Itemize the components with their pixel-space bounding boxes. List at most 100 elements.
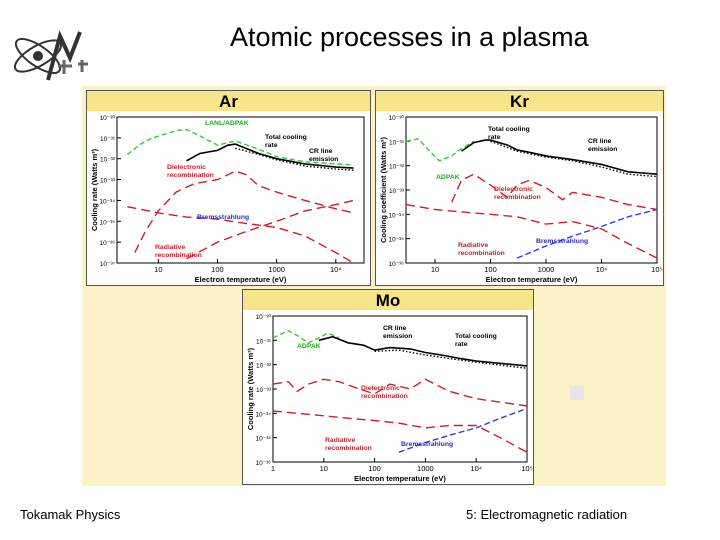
y-tick-label: 10⁻³⁴: [99, 198, 115, 205]
y-tick-label: 10⁻³⁴: [255, 411, 271, 418]
chart-panel-kr: Kr 10⁻³⁰ 10⁻³¹ 10⁻³² 10⁻³³ 10⁻³⁴ 10⁻³⁵ 10⁻³⁶ 10 1…: [375, 90, 664, 286]
y-tick-label: 10⁻³¹: [389, 139, 405, 146]
annotation-label: ADPAK: [436, 174, 460, 181]
y-tick-label: 10⁻³⁶: [255, 460, 271, 467]
chart-title-bar: [243, 290, 533, 310]
x-tick-label: 10⁴: [470, 464, 482, 473]
series-line-cr-line-emission: [490, 140, 658, 178]
chart-panel-ar: Ar 10⁻³⁰ 10⁻³¹ 10⁻³² 10⁻³³ 10⁻³⁴ 10⁻³⁵ 10⁻³⁶ 10⁻…: [86, 90, 371, 286]
annotation-label: Dielectronic: [167, 164, 206, 171]
x-axis-label: Electron temperature (eV): [354, 474, 446, 483]
y-tick-label: 10⁻³⁶: [99, 240, 115, 247]
series-line-dielectronic-recombination: [134, 170, 354, 253]
y-tick-label: 10⁻³⁶: [388, 261, 404, 268]
y-tick-label: 10⁻³³: [389, 188, 405, 195]
slide-title: Atomic processes in a plasma: [230, 22, 589, 52]
annotation-label: Bremsstrahlung: [197, 214, 249, 221]
series-line-cr-line-emission: [235, 147, 354, 171]
y-tick-label: 10⁻³⁷: [100, 261, 116, 268]
annotation-label: Total cooling: [265, 134, 307, 141]
y-tick-label: 10⁻³³: [256, 387, 272, 394]
series-line-adpak: [272, 329, 340, 344]
chart-panel-mo: Mo 10⁻³⁰ 10⁻³¹ 10⁻³² 10⁻³³ 10⁻³⁴ 10⁻³⁵ 10⁻³⁶ 1 10…: [242, 289, 534, 485]
x-tick-label: 10: [431, 265, 439, 274]
x-tick-label: 1000: [538, 265, 555, 274]
x-tick-label: 10⁵: [651, 265, 662, 274]
cooling-rate-figure: Ar 10⁻³⁰ 10⁻³¹ 10⁻³² 10⁻³³ 10⁻³⁴ 10⁻³⁵ 10⁻³⁶ 10⁻…: [82, 86, 666, 486]
annotation-label: CR line: [309, 148, 333, 155]
annotation-label: recombination: [155, 252, 202, 259]
series-line-bremsstrahlung: [398, 407, 528, 453]
y-tick-label: 10⁻³⁵: [99, 219, 115, 226]
annotation-label: emission: [383, 333, 412, 340]
y-tick-label: 10⁻³²: [389, 164, 405, 171]
x-tick-label: 10⁴: [596, 265, 608, 274]
annotation-label: ADPAK: [297, 343, 321, 350]
x-tick-label: 10: [154, 265, 162, 274]
annotation-label: Bremsstrahlung: [536, 238, 588, 245]
x-tick-label: 10⁴: [330, 265, 342, 274]
annotation-label: Radiative: [325, 437, 355, 444]
series-line-dielectronic-recombination: [451, 173, 658, 211]
series-line-radiative-recombination: [405, 203, 658, 259]
annotation-label: LANL/ADPAK: [205, 120, 249, 127]
annotation-label: emission: [309, 156, 338, 163]
chart-title-bar: [376, 91, 663, 111]
y-tick-label: 10⁻³²: [100, 157, 116, 164]
annotation-label: Dielectronic: [361, 385, 400, 392]
x-tick-label: 10⁵: [521, 464, 532, 473]
annotation-label: rate: [265, 142, 278, 149]
y-axis-label: Cooling coefficient (Watts m³): [379, 137, 388, 243]
y-tick-label: 10⁻³⁰: [100, 114, 116, 122]
y-axis-label: Cooling rate (Watts m³): [90, 148, 99, 231]
series-line-radiative-recombination: [127, 206, 354, 264]
annotation-label: emission: [588, 146, 617, 153]
x-tick-label: 1: [271, 464, 275, 473]
chart-title: Kr: [510, 92, 529, 111]
series-line-bremsstrahlung: [186, 199, 354, 260]
series-line-radiative-recombination: [272, 410, 528, 453]
annotation-label: Bremsstrahlung: [401, 441, 453, 448]
series-line-bremsstrahlung: [516, 208, 658, 259]
y-tick-label: 10⁻³²: [256, 363, 272, 370]
annotation-label: Dielectronic: [494, 186, 533, 193]
annotation-label: rate: [455, 341, 468, 348]
x-axis-label: Electron temperature (eV): [195, 275, 287, 284]
series-line-total-cooling-rate: [461, 139, 658, 175]
x-tick-label: 100: [484, 265, 497, 274]
annotation-label: rate: [488, 134, 501, 141]
decorative-square: [570, 386, 584, 400]
chart-title: Ar: [219, 92, 238, 111]
annotation-label: recombination: [361, 393, 408, 400]
y-tick-label: 10⁻³⁰: [256, 313, 272, 321]
y-tick-label: 10⁻³⁵: [388, 237, 404, 244]
footer-right: 5: Electromagnetic radiation: [466, 507, 628, 522]
series-line-total-cooling-rate: [186, 143, 354, 169]
x-axis-label: Electron temperature (eV): [486, 275, 578, 284]
y-tick-label: 10⁻³⁴: [388, 212, 404, 219]
annotation-label: Total cooling: [488, 126, 530, 133]
y-tick-label: 10⁻³¹: [100, 136, 116, 143]
footer-left: Tokamak Physics: [20, 507, 121, 522]
x-tick-label: 1000: [268, 265, 285, 274]
x-tick-label: 1000: [417, 464, 434, 473]
y-tick-label: 10⁻³³: [100, 178, 116, 185]
series-line-adpak: [405, 138, 475, 162]
x-tick-label: 100: [211, 265, 224, 274]
series-line-total-cooling-rate: [318, 335, 528, 367]
annotation-label: CR line: [588, 138, 612, 145]
chart-title: Mo: [376, 291, 401, 310]
annotation-label: Total cooling: [455, 333, 497, 340]
series-line-lanl-adpak: [126, 128, 354, 166]
plot-frame: [116, 116, 365, 264]
y-tick-label: 10⁻³¹: [256, 338, 272, 345]
annotation-label: recombination: [494, 194, 541, 201]
x-tick-label: 10: [320, 464, 328, 473]
institute-logo: [13, 30, 88, 81]
x-tick-label: 100: [368, 464, 381, 473]
series-line-cr-line-emission: [374, 349, 528, 369]
annotation-label: recombination: [325, 445, 372, 452]
annotation-label: Radiative: [155, 244, 185, 251]
chart-title-bar: [87, 91, 370, 111]
series-line-dielectronic-recombination: [272, 378, 528, 407]
